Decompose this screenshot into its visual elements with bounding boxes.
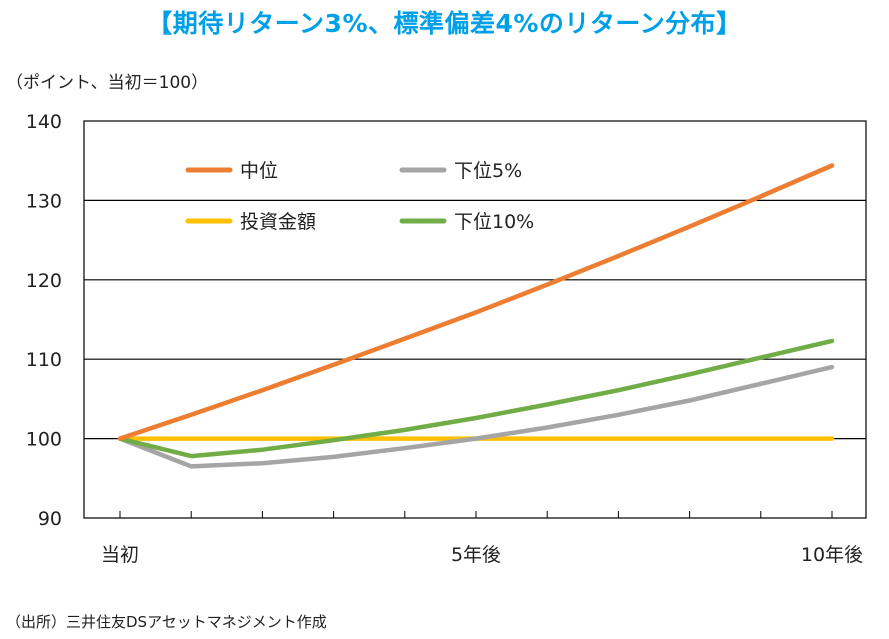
series-line-1 (117, 364, 835, 469)
chart-title: 【期待リターン3%、標準偏差4%のリターン分布】 (147, 9, 742, 38)
y-tick-label-140: 140 (26, 111, 62, 133)
legend-label-3: 下位10% (454, 211, 534, 233)
y-tick-label-120: 120 (26, 270, 62, 292)
y-tick-label-110: 110 (26, 349, 62, 371)
x-tick-label-2: 10年後 (801, 544, 863, 566)
legend-label-1: 下位5% (454, 160, 522, 182)
unit-label: （ポイント、当初＝100） (6, 73, 209, 93)
legend-label-2: 投資金額 (240, 211, 316, 233)
x-tick-label-1: 5年後 (451, 544, 501, 566)
plot-frame (83, 120, 867, 519)
source-note: （出所）三井住友DSアセットマネジメント作成 (6, 613, 327, 631)
x-tick-label-0: 当初 (101, 544, 139, 566)
series-line-3 (117, 338, 835, 459)
legend-label-0: 中位 (240, 160, 278, 182)
series-line-0 (117, 163, 835, 441)
y-tick-label-130: 130 (26, 190, 62, 212)
y-tick-label-90: 90 (38, 508, 62, 530)
y-tick-label-100: 100 (26, 429, 62, 451)
